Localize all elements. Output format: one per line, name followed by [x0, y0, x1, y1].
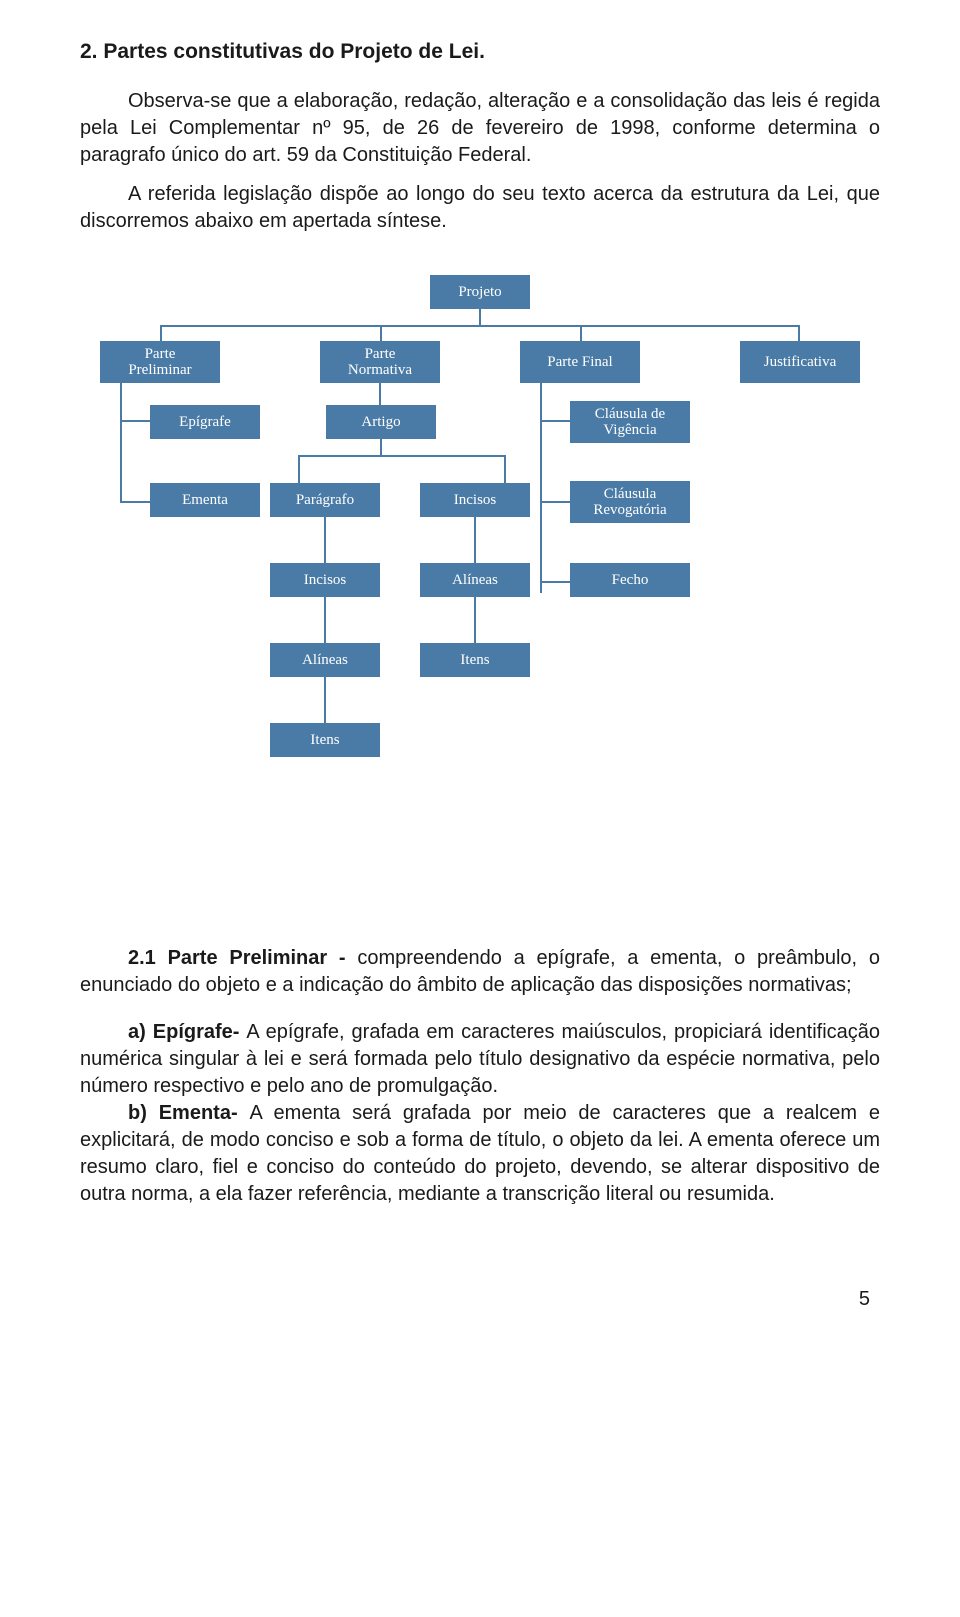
section-2-1: 2.1 Parte Preliminar - compreendendo a e… [80, 945, 880, 999]
node-incisos-2: Incisos [270, 563, 380, 597]
node-artigo: Artigo [326, 405, 436, 439]
item-a: a) Epígrafe- A epígrafe, grafada em cara… [80, 1019, 880, 1100]
section-2-1-label: 2.1 Parte Preliminar - [128, 947, 357, 969]
org-chart-diagram: Projeto Parte Preliminar Parte Normativa… [80, 275, 880, 895]
node-paragrafo: Parágrafo [270, 483, 380, 517]
node-alineas-2: Alíneas [270, 643, 380, 677]
item-b-label: b) Ementa- [128, 1102, 249, 1124]
node-itens: Itens [420, 643, 530, 677]
node-alineas: Alíneas [420, 563, 530, 597]
node-parte-normativa: Parte Normativa [320, 341, 440, 383]
node-clausula-revogatoria: Cláusula Revogatória [570, 481, 690, 523]
node-fecho: Fecho [570, 563, 690, 597]
node-epigrafe: Epígrafe [150, 405, 260, 439]
node-ementa: Ementa [150, 483, 260, 517]
paragraph-1: Observa-se que a elaboração, redação, al… [80, 88, 880, 169]
item-a-label: a) Epígrafe- [128, 1021, 246, 1043]
node-parte-preliminar: Parte Preliminar [100, 341, 220, 383]
node-clausula-vigencia: Cláusula de Vigência [570, 401, 690, 443]
node-itens-2: Itens [270, 723, 380, 757]
page-number: 5 [80, 1288, 880, 1311]
node-incisos: Incisos [420, 483, 530, 517]
item-b: b) Ementa- A ementa será grafada por mei… [80, 1100, 880, 1208]
node-justificativa: Justificativa [740, 341, 860, 383]
section-heading: 2. Partes constitutivas do Projeto de Le… [80, 40, 880, 64]
paragraph-2: A referida legislação dispõe ao longo do… [80, 181, 880, 235]
node-parte-final: Parte Final [520, 341, 640, 383]
node-projeto: Projeto [430, 275, 530, 309]
